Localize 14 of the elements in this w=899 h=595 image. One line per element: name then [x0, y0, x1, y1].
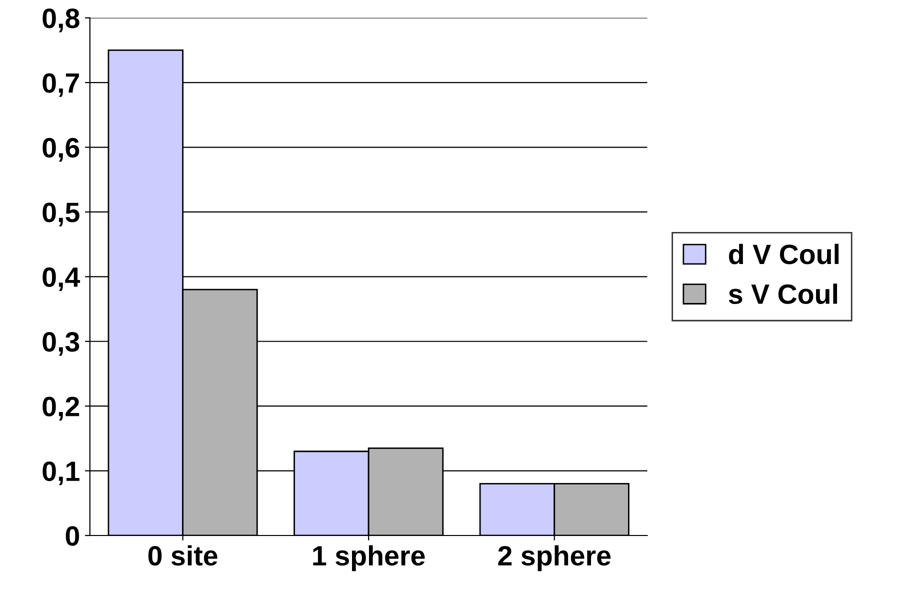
y-tick-label: 0: [66, 526, 80, 546]
legend-label: d V Coul: [729, 244, 839, 264]
x-tick-label: 1 sphere: [313, 545, 425, 572]
x-tick-label: 2 sphere: [498, 545, 611, 572]
y-tick-label: 0,4: [42, 267, 80, 292]
y-tick-label: 0,6: [42, 138, 80, 162]
y-tick-label: 0,2: [42, 396, 80, 420]
y-tick-label: 0,7: [42, 73, 79, 97]
y-tick-label: 0,8: [42, 8, 80, 32]
y-tick-label: 0,1: [42, 461, 80, 486]
y-tick-label: 0,5: [42, 202, 80, 226]
x-tick-label: 0 site: [148, 545, 218, 566]
legend-label: s V Coul: [728, 284, 838, 304]
y-tick-label: 0,3: [42, 332, 80, 356]
